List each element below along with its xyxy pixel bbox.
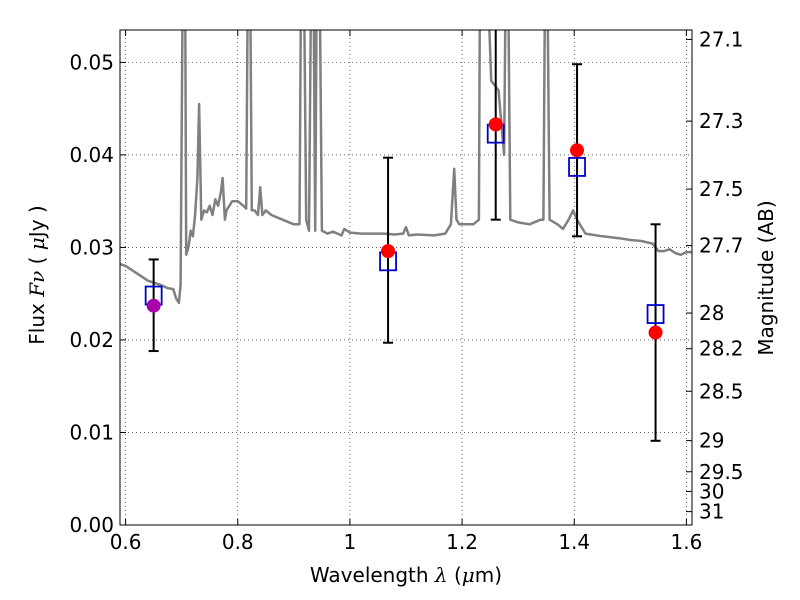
observed-point — [381, 244, 396, 259]
magnitude-tick-label: 29 — [699, 429, 724, 453]
observed-point — [146, 298, 161, 313]
x-tick-label: 1.2 — [446, 530, 478, 554]
x-tick-label: 0.6 — [110, 530, 142, 554]
y-tick-label: 0.04 — [69, 143, 114, 167]
x-axis-ticks: 0.6 0.8 1 1.2 1.4 1.6 — [110, 30, 702, 554]
magnitude-tick-label: 27.7 — [699, 234, 744, 258]
model-spectrum-line — [120, 30, 692, 305]
observed-point — [648, 325, 663, 340]
magnitude-tick-label: 27.3 — [699, 109, 744, 133]
magnitude-tick-label: 29.5 — [699, 460, 744, 484]
y-tick-label: 0.05 — [69, 50, 114, 74]
model-photometry-marker — [646, 304, 665, 324]
plot-area — [120, 30, 692, 525]
y-tick-label: 0.02 — [69, 328, 114, 352]
x-tick-label: 1 — [344, 530, 357, 554]
magnitude-tick-label: 28.5 — [699, 379, 744, 403]
magnitude-tick-label: 27.5 — [699, 177, 744, 201]
magnitude-tick-label: 31 — [699, 500, 724, 524]
model-photometry-marker — [568, 157, 586, 177]
magnitude-tick-label: 28 — [699, 301, 724, 325]
y-axis-ticks: 0.00 0.01 0.02 0.03 0.04 0.05 — [69, 50, 126, 537]
magnitude-axis-title: Magnitude (AB) — [754, 200, 778, 355]
y-axis-title: Flux Fν ( μJy ) — [25, 205, 49, 344]
plot-frame — [119, 29, 693, 526]
magnitude-tick-label: 30 — [699, 479, 724, 503]
x-tick-label: 1.4 — [558, 530, 590, 554]
magnitude-tick-label: 28.2 — [699, 337, 744, 361]
y-tick-label: 0.00 — [69, 513, 114, 537]
observed-point — [488, 117, 503, 132]
x-axis-title: Wavelength λ (μm) — [310, 563, 502, 587]
y-tick-label: 0.03 — [69, 235, 114, 259]
magnitude-tick-label: 27.1 — [699, 27, 744, 51]
y-tick-label: 0.01 — [69, 420, 114, 444]
x-tick-label: 1.6 — [670, 530, 702, 554]
x-tick-label: 0.8 — [222, 530, 254, 554]
observed-point — [570, 143, 585, 158]
observed-points — [146, 117, 663, 340]
